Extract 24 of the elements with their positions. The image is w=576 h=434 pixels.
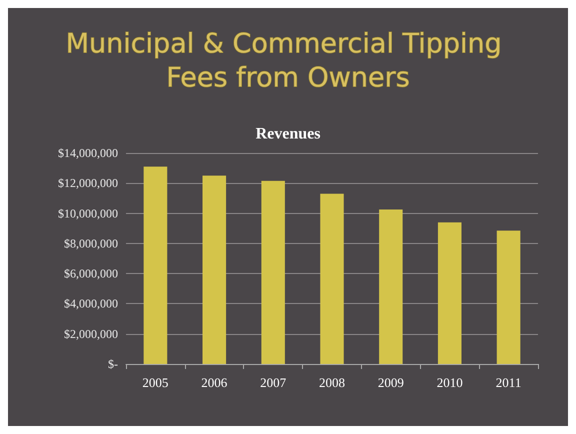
- bar: [202, 176, 226, 364]
- y-tick-label: $-: [108, 357, 118, 371]
- bar: [438, 222, 462, 364]
- y-tick-label: $4,000,000: [64, 296, 118, 311]
- x-tick-label: 2007: [260, 375, 287, 390]
- x-tick-label: 2009: [378, 375, 404, 390]
- y-tick-label: $14,000,000: [58, 146, 118, 160]
- x-tick-label: 2005: [142, 375, 168, 390]
- bar: [261, 180, 285, 364]
- y-tick-label: $12,000,000: [58, 176, 118, 190]
- y-tick-label: $6,000,000: [64, 266, 118, 281]
- bar: [144, 166, 168, 364]
- x-tick-label: 2011: [496, 375, 522, 390]
- chart-title: Municipal & Commercial Tipping Fees from Owners: [66, 28, 510, 94]
- chart-subtitle: Revenues: [256, 126, 320, 142]
- x-tick-label: 2010: [436, 375, 463, 390]
- y-tick-label: $2,000,000: [64, 326, 118, 341]
- y-tick-label: $8,000,000: [64, 236, 118, 250]
- bar: [320, 194, 344, 364]
- x-tick-label: 2006: [201, 375, 228, 390]
- y-tick-label: $10,000,000: [58, 206, 118, 220]
- x-tick-label: 2008: [319, 375, 345, 390]
- bar: [496, 230, 520, 364]
- bar: [379, 210, 403, 364]
